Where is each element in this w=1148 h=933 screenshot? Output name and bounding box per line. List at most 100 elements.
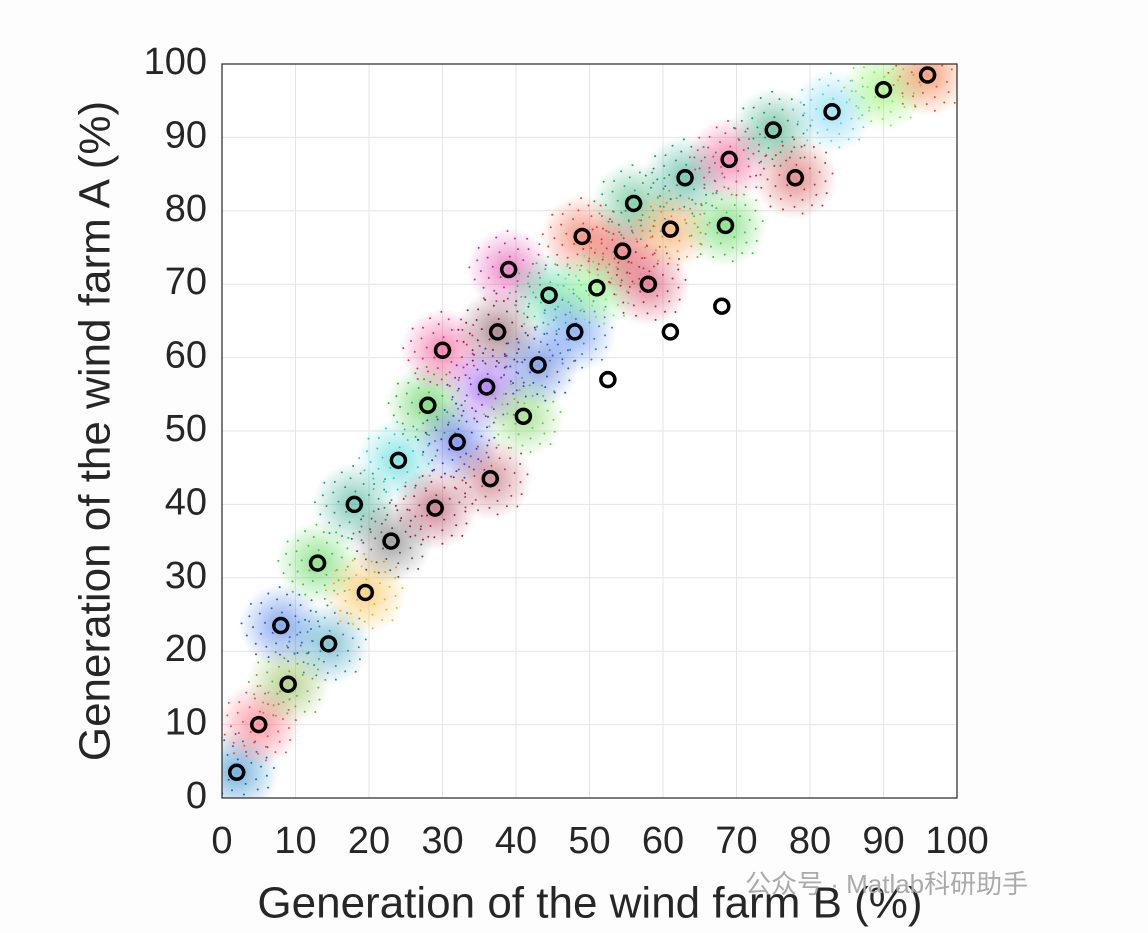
cluster-dot	[406, 412, 409, 415]
cluster-dot	[294, 705, 297, 708]
cluster-dot	[481, 485, 484, 488]
cluster-dot	[603, 322, 606, 325]
cluster-dot	[473, 474, 476, 477]
cluster-dot	[546, 332, 549, 335]
cluster-dot	[508, 484, 511, 487]
cluster-dot	[891, 100, 894, 103]
cluster-dot	[601, 258, 604, 261]
cluster-dot	[429, 524, 432, 527]
cluster-dot	[507, 436, 510, 439]
cluster-dot	[511, 382, 514, 385]
cluster-dot	[821, 204, 824, 207]
cluster-dot	[328, 521, 331, 524]
cluster-dot	[490, 406, 493, 409]
cluster-dot	[602, 180, 605, 183]
cluster-dot	[513, 472, 516, 475]
cluster-dot	[325, 541, 328, 544]
cluster-dot	[344, 670, 347, 673]
cluster-dot	[498, 251, 501, 254]
y-tick-label: 70	[165, 261, 207, 303]
cluster-dot	[901, 102, 904, 105]
cluster-dot	[603, 334, 606, 337]
cluster-dot	[520, 493, 523, 496]
cluster-dot	[523, 312, 526, 315]
cluster-dot	[569, 348, 572, 351]
cluster-dot	[510, 446, 513, 449]
cluster-dot	[873, 71, 876, 74]
cluster-dot	[708, 221, 711, 224]
cluster-dot	[433, 536, 436, 539]
cluster-dot	[392, 477, 395, 480]
cluster-dot	[277, 559, 280, 562]
cluster-dot	[769, 195, 772, 198]
cluster-dot	[381, 456, 384, 459]
cluster-dot	[248, 615, 251, 618]
cluster-dot	[936, 54, 938, 56]
cluster-dot	[495, 236, 498, 239]
cluster-dot	[769, 205, 772, 208]
cluster-dot	[274, 714, 277, 717]
cluster-dot	[506, 412, 509, 415]
cluster-dot	[576, 295, 579, 298]
cluster-dot	[354, 490, 357, 493]
cluster-dot	[264, 745, 267, 748]
cluster-dot	[847, 138, 850, 141]
cluster-dot	[386, 513, 389, 516]
cluster-dot	[441, 529, 444, 532]
cluster-dot	[801, 198, 804, 201]
cluster-dot	[529, 451, 532, 454]
cluster-dot	[829, 72, 832, 75]
y-tick-label: 60	[165, 335, 207, 377]
cluster-dot	[369, 460, 372, 463]
cluster-dot	[317, 549, 320, 552]
cluster-dot	[677, 286, 680, 289]
cluster-dot	[549, 226, 552, 229]
cluster-dot	[385, 608, 388, 611]
x-tick-label: 80	[789, 820, 831, 862]
center-marker	[573, 227, 591, 246]
cluster-dot	[410, 340, 413, 343]
cluster-dot	[818, 171, 821, 174]
cluster-dot	[227, 778, 230, 781]
cluster-dot	[661, 273, 664, 276]
cluster-dot	[443, 408, 446, 411]
cluster-dot	[509, 457, 512, 460]
cluster-dot	[454, 376, 457, 379]
cluster-dot	[637, 218, 640, 221]
cluster-dot	[763, 111, 766, 114]
cluster-dot	[443, 472, 446, 475]
cluster-dot	[365, 578, 368, 581]
center-marker	[529, 356, 547, 374]
cluster-dot	[553, 237, 556, 240]
cluster-dot	[296, 570, 299, 573]
cluster-dot	[639, 290, 642, 293]
cluster-dot	[409, 525, 412, 528]
cluster-dot	[267, 786, 270, 789]
cluster-dot	[460, 414, 463, 417]
cluster-dot	[759, 97, 762, 100]
cluster-dot	[365, 568, 368, 571]
points	[227, 66, 937, 782]
cluster-dot	[521, 444, 524, 447]
cluster-dot	[451, 395, 454, 398]
cluster-dot	[427, 370, 430, 373]
cluster-dot	[306, 690, 309, 693]
cluster-dot	[620, 234, 623, 237]
cluster-dot	[558, 381, 561, 384]
cluster-dot	[333, 511, 336, 514]
cluster-dot	[422, 451, 425, 454]
center-marker	[764, 121, 782, 139]
ticks: 0 10 20 30 40 50 60 70 80 90 100 0 10 20 30 40 50 60 70 80 9…	[144, 41, 989, 862]
cluster-dot	[752, 106, 755, 109]
cluster-dot	[526, 237, 529, 240]
cluster-dot	[801, 212, 804, 215]
cluster-dot	[336, 654, 339, 657]
cluster-dot	[552, 319, 555, 322]
cluster-dot	[768, 102, 771, 105]
cluster-dot	[671, 208, 674, 211]
cluster-dot	[506, 230, 509, 233]
cluster-dot	[945, 43, 947, 45]
cluster-dot	[360, 518, 363, 521]
cluster-dot	[417, 567, 420, 570]
cluster-dot	[488, 338, 491, 341]
